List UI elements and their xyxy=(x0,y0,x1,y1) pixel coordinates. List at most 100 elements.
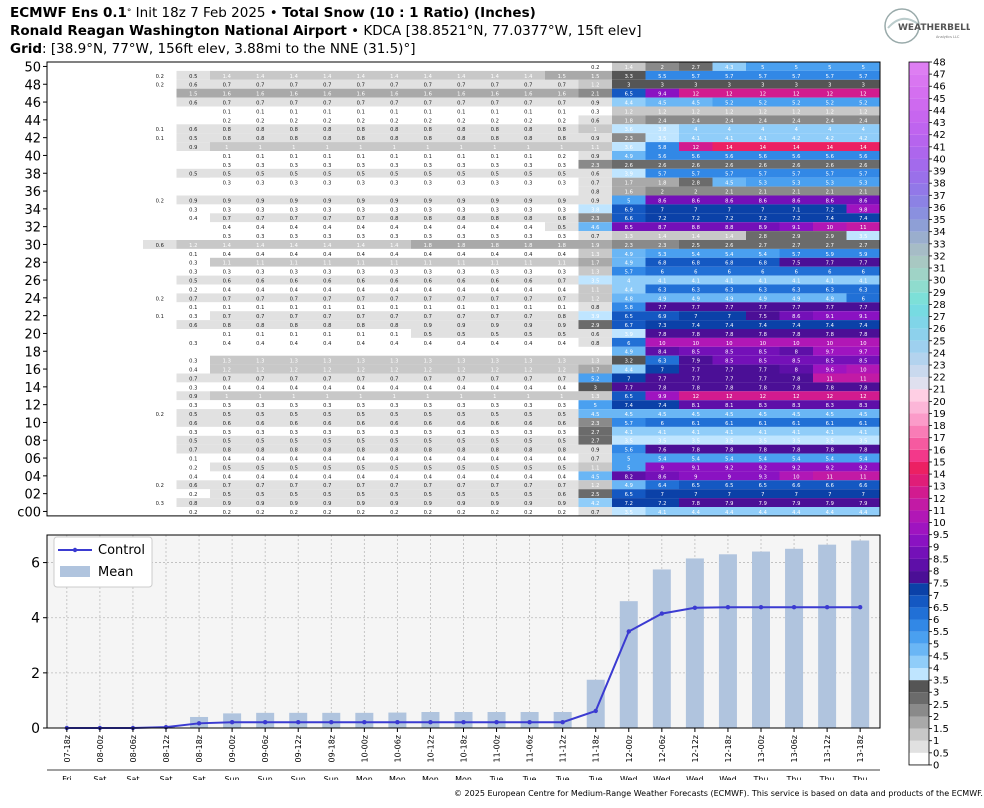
heatmap-cell-value: 2.1 xyxy=(792,190,800,196)
heatmap-cell xyxy=(712,426,746,436)
control-point xyxy=(659,611,665,616)
heatmap-cell xyxy=(779,231,813,240)
heatmap-cell xyxy=(310,418,344,427)
heatmap-cell xyxy=(679,320,713,329)
heatmap-cell xyxy=(712,400,746,410)
heatmap-cell-value: 1.2 xyxy=(859,109,867,115)
heatmap-cell-value: 9.1 xyxy=(859,314,867,320)
heatmap-cell-value: 1.3 xyxy=(591,359,599,365)
heatmap-cell-value: 0.3 xyxy=(457,181,465,187)
heatmap-cell-value: 7.8 xyxy=(826,332,834,338)
heatmap-cell-value: 0.5 xyxy=(189,172,197,178)
heatmap-cell-value: 6 xyxy=(661,421,664,427)
heatmap-cell-value: 7.3 xyxy=(658,323,666,329)
heatmap-cell-value: 0.9 xyxy=(189,198,197,204)
heatmap-cell xyxy=(478,177,512,187)
heatmap-cell xyxy=(578,151,612,160)
heatmap-cell xyxy=(210,257,244,267)
heatmap-cell xyxy=(545,498,579,507)
heatmap-cell xyxy=(578,248,612,258)
heatmap-cell-value: 0.3 xyxy=(290,207,298,213)
heatmap-cell xyxy=(578,115,612,125)
heatmap-cell-value: 6 xyxy=(761,270,764,276)
model-name: ECMWF Ens 0.1 xyxy=(10,5,127,21)
heatmap-cell xyxy=(813,124,847,134)
heatmap-cell xyxy=(846,391,880,401)
heatmap-cell xyxy=(377,293,411,303)
heatmap-cell-value: 2.6 xyxy=(759,163,767,169)
heatmap-cell xyxy=(813,444,847,454)
heatmap-cell-value: 7.4 xyxy=(625,403,634,409)
heatmap-cell xyxy=(679,70,713,80)
x-axis-tick-label: 08-06z xyxy=(129,735,138,762)
colorbar-segment xyxy=(909,498,929,511)
heatmap-cell-value: 0.4 xyxy=(491,341,500,347)
heatmap-cell-value: 0.4 xyxy=(189,368,198,374)
heatmap-cell-value: 6 xyxy=(627,341,630,347)
heatmap-cell-value: 0.5 xyxy=(424,412,432,418)
heatmap-cell-value: 4.9 xyxy=(725,296,733,302)
colorbar-tick-label: 23 xyxy=(933,361,946,372)
heatmap-y-tick-label: c00 xyxy=(17,505,41,520)
heatmap-cell-value: 7 xyxy=(728,492,731,498)
heatmap-y-tick-label: 06 xyxy=(24,452,41,467)
heatmap-cell-value: 0.9 xyxy=(524,501,532,507)
heatmap-cell-value: 0.7 xyxy=(491,296,499,302)
heatmap-cell xyxy=(411,311,445,321)
heatmap-cell xyxy=(344,453,378,463)
heatmap-cell-value: 0.7 xyxy=(256,483,264,489)
heatmap-cell xyxy=(344,222,378,232)
heatmap-cell-value: 10 xyxy=(826,341,833,347)
heatmap-cell xyxy=(243,177,277,187)
heatmap-cell-value: 0.3 xyxy=(491,181,499,187)
heatmap-cell-value: 0.1 xyxy=(323,305,331,311)
heatmap-cell-value: 0.4 xyxy=(323,457,332,463)
heatmap-cell xyxy=(310,168,344,178)
heatmap-cell xyxy=(813,480,847,490)
heatmap-cell xyxy=(344,480,378,490)
heatmap-cell-value: 3.5 xyxy=(591,279,599,285)
heatmap-cell-value: 5.8 xyxy=(658,145,666,151)
heatmap-cell-value: 0.5 xyxy=(390,492,398,498)
heatmap-cell-value: 0.7 xyxy=(223,376,231,382)
heatmap-cell xyxy=(813,418,847,427)
heatmap-cell-value: 7.2 xyxy=(658,501,666,507)
heatmap-cell xyxy=(344,391,378,401)
heatmap-cell xyxy=(478,97,512,107)
heatmap-cell xyxy=(511,222,545,232)
heatmap-cell xyxy=(344,284,378,294)
heatmap-cell xyxy=(478,320,512,329)
heatmap-cell xyxy=(143,311,177,321)
heatmap-cell xyxy=(277,204,311,214)
heatmap-cell xyxy=(612,337,646,347)
x-axis-tick-label: 08-12z xyxy=(162,735,171,762)
heatmap-cell-value: 3 xyxy=(862,83,865,89)
heatmap-cell-value: 1.6 xyxy=(457,92,465,98)
heatmap-cell xyxy=(243,435,277,445)
heatmap-cell-value: 0.4 xyxy=(223,385,232,391)
heatmap-cell-value: 7.8 xyxy=(859,385,867,391)
heatmap-cell xyxy=(679,444,713,454)
heatmap-cell-value: 3 xyxy=(627,83,630,89)
heatmap-cell-value: 3.5 xyxy=(859,439,867,445)
heatmap-cell-value: 0.6 xyxy=(558,421,566,427)
heatmap-cell-value: 4.1 xyxy=(859,430,867,436)
heatmap-cell xyxy=(612,435,646,445)
heatmap-cell-value: 0.3 xyxy=(256,181,264,187)
heatmap-cell xyxy=(779,186,813,196)
heatmap-cell xyxy=(478,106,512,116)
x-axis-tick-label: 13-06z xyxy=(790,735,799,762)
heatmap-cell-value: 5.6 xyxy=(859,154,867,160)
heatmap-cell-value: 1.2 xyxy=(390,368,398,374)
heatmap-cell-value: 0.9 xyxy=(491,501,499,507)
heatmap-cell-value: 0.7 xyxy=(223,83,231,89)
heatmap-cell xyxy=(444,489,478,499)
x-axis-tick-label: 13-18z xyxy=(856,735,865,762)
heatmap-cell xyxy=(578,480,612,490)
heatmap-cell-value: 0.9 xyxy=(424,323,432,329)
heatmap-cell-value: 0.3 xyxy=(189,385,197,391)
heatmap-cell-value: 0.7 xyxy=(223,483,231,489)
heatmap-cell xyxy=(712,409,746,418)
heatmap-cell-value: 7.4 xyxy=(826,216,835,222)
heatmap-cell-value: 0.1 xyxy=(223,332,231,338)
